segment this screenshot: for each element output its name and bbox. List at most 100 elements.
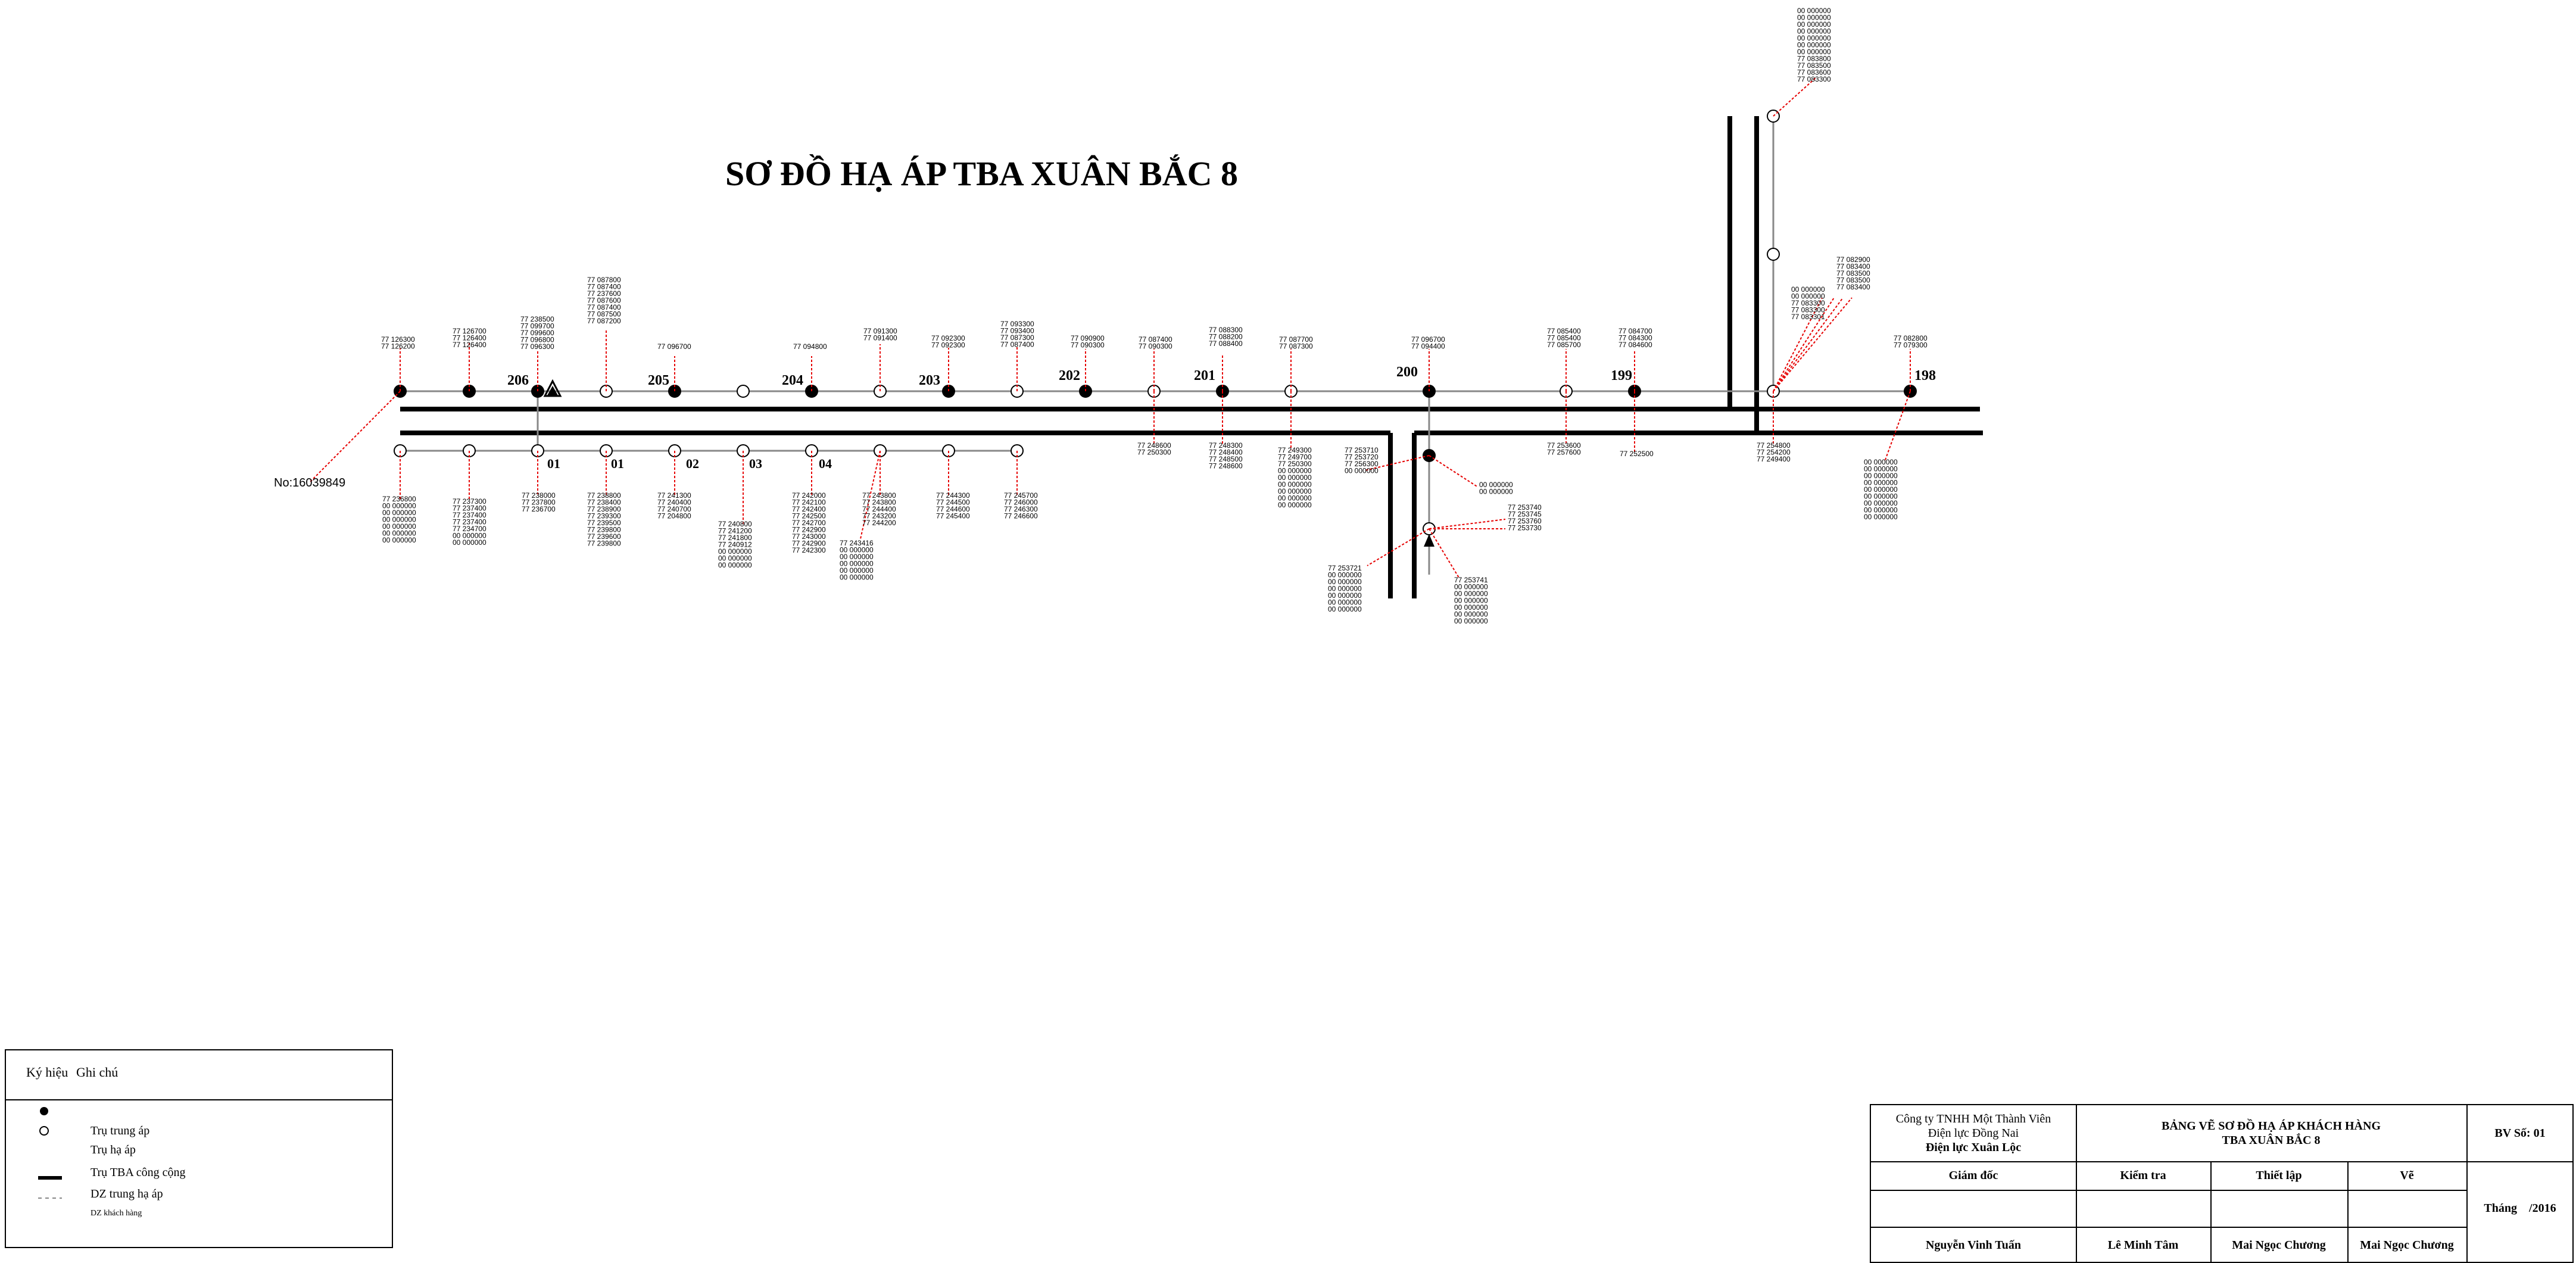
customer-meter-label: 00 000000 — [1345, 467, 1379, 475]
customer-meter-label: 77 237600 — [587, 289, 621, 298]
customer-meter-label: 77 236800 — [382, 495, 416, 503]
role-draw: Vẽ — [2400, 1169, 2414, 1182]
customer-meter-label: 77 253740 — [1508, 503, 1542, 512]
customer-meter-label: 00 000000 — [1797, 34, 1831, 42]
customer-meter-label: 77 240400 — [657, 498, 691, 507]
customer-meter-label: 00 000000 — [1864, 458, 1898, 466]
customer-meter-label: 77 240912 — [718, 541, 752, 549]
customer-meter-label: 77 126700 — [453, 327, 486, 335]
pole-number: 201 — [1194, 368, 1215, 383]
customer-meter-label: 00 000000 — [1791, 285, 1825, 294]
name-check: Lê Minh Tâm — [2107, 1238, 2179, 1252]
customer-meter-label: 77 240800 — [718, 520, 752, 528]
customer-meter-label: 77 094800 — [793, 342, 827, 351]
customer-meter-label: 77 087800 — [587, 276, 621, 284]
customer-meter-label: 77 245400 — [936, 512, 970, 520]
pole-number: 02 — [686, 456, 699, 471]
name-draw: Mai Ngọc Chương — [2360, 1238, 2454, 1252]
customer-meter-label: 00 000000 — [453, 538, 486, 547]
customer-meter-label: 00 000000 — [1797, 27, 1831, 36]
customer-meter-label: 77 253600 — [1547, 441, 1581, 450]
customer-meter-label: 77 254800 — [1757, 441, 1791, 450]
customer-meter-label: 77 096800 — [520, 336, 554, 344]
customer-meter-label: 00 000000 — [382, 529, 416, 538]
customer-meter-label: 77 204800 — [657, 512, 691, 520]
customer-meter-label: 00 000000 — [1454, 590, 1488, 598]
pole-number: 04 — [819, 456, 832, 471]
customer-meter-label: 00 000000 — [1864, 506, 1898, 514]
customer-meter-label: 77 087400 — [587, 303, 621, 311]
customer-meter-label: 00 000000 — [840, 573, 874, 582]
customer-meter-label: 77 082900 — [1836, 255, 1870, 264]
customer-meter-label: 77 249300 — [1278, 446, 1312, 454]
customer-meter-label: 00 000000 — [1278, 467, 1312, 475]
substation-lines — [400, 116, 1983, 598]
customer-meter-label: 00 000000 — [1864, 472, 1898, 480]
customer-meter-label: 00 000000 — [1864, 499, 1898, 507]
customer-meter-label: 00 000000 — [1797, 20, 1831, 29]
customer-meter-label: 00 000000 — [1797, 41, 1831, 49]
legend-item: Trụ trung áp — [91, 1124, 150, 1137]
customer-meter-label: 77 088200 — [1209, 333, 1243, 341]
customer-meter-label: 77 253730 — [1508, 524, 1542, 532]
legend-item: Trụ hạ áp — [91, 1143, 136, 1156]
customer-meter-label: 77 243800 — [862, 498, 896, 507]
customer-meter-label: 77 243200 — [862, 512, 896, 520]
legend-header: Ký hiệu Ghi chú — [6, 1050, 392, 1100]
customer-meter-label: 77 244500 — [936, 498, 970, 507]
customer-meter-label: 00 000000 — [840, 566, 874, 575]
customer-meter-label: 00 000000 — [718, 547, 752, 556]
customer-meter-label: 00 000000 — [1328, 591, 1362, 600]
customer-meter-label: 77 253745 — [1508, 510, 1542, 519]
customer-meter-label: 77 245700 — [1004, 491, 1038, 500]
filled-pole-icon — [40, 1107, 48, 1115]
customer-meter-label: 77 083500 — [1797, 61, 1831, 70]
customer-meter-label: 77 238400 — [587, 498, 621, 507]
customer-meter-label: 77 250300 — [1137, 448, 1171, 457]
customer-meter-label: 00 000000 — [1454, 603, 1488, 612]
customer-meter-label: 77 237400 — [453, 518, 486, 526]
page-title: SƠ ĐỒ HẠ ÁP TBA XUÂN BẮC 8 — [725, 154, 1238, 193]
customer-meter-label: 77 084700 — [1618, 327, 1652, 335]
company-line: Điện lực Đồng Nai — [1928, 1127, 2019, 1140]
customer-meter-label: 77 242300 — [792, 546, 826, 554]
customer-meter-label: 77 093400 — [1000, 327, 1034, 335]
customer-meter-label: 00 000000 — [1328, 571, 1362, 579]
customer-meter-label: 00 000000 — [1454, 617, 1488, 625]
customer-meter-label: 77 083500 — [1836, 276, 1870, 285]
customer-meter-label: 77 126400 — [453, 334, 486, 342]
customer-meter-label: 00 000000 — [1454, 583, 1488, 591]
legend: Ký hiệu Ghi chú Trụ trung áp Trụ hạ áp T… — [5, 1049, 393, 1248]
customer-meter-label: 77 126300 — [381, 335, 415, 344]
customer-meter-label: 77 248600 — [1137, 441, 1171, 450]
customer-meter-label: 77 242100 — [792, 498, 826, 507]
service-line — [1773, 297, 1853, 392]
open-pole-icon — [737, 385, 750, 398]
role-design: Thiết lập — [2256, 1169, 2302, 1182]
pole-number: 200 — [1396, 364, 1418, 380]
service-line — [309, 391, 401, 483]
customer-meter-label: 77 253721 — [1328, 564, 1362, 572]
customer-meter-label: 77 093300 — [1000, 320, 1034, 328]
legend-header-note: Ghi chú — [76, 1065, 118, 1080]
customer-meter-label: 77 238000 — [522, 491, 556, 500]
customer-meter-label: 00 000000 — [718, 554, 752, 563]
customer-meter-label: 77 126200 — [381, 342, 415, 351]
customer-meter-label: 77 242500 — [792, 512, 826, 520]
customer-meter-label: 77 241800 — [718, 534, 752, 542]
customer-meter-label: 77 094400 — [1411, 342, 1445, 351]
customer-meter-label: 00 000000 — [1278, 494, 1312, 503]
transformer-icon — [543, 379, 1434, 547]
customer-meter-label: 00 000000 — [1328, 598, 1362, 607]
company-line: Điện lực Xuân Lộc — [1925, 1141, 2022, 1154]
customer-meter-label: 77 079300 — [1894, 341, 1928, 350]
customer-meter-label: 77 099700 — [520, 322, 554, 330]
drawing-date: Tháng /2016 — [2484, 1202, 2556, 1215]
customer-meter-label: 77 252500 — [1620, 450, 1654, 458]
customer-meter-label: 77 083300 — [1791, 306, 1825, 314]
role-director: Giám đốc — [1948, 1169, 1998, 1182]
customer-meter-label: 77 096300 — [520, 342, 554, 351]
customer-meter-label: 77 082800 — [1894, 334, 1928, 342]
